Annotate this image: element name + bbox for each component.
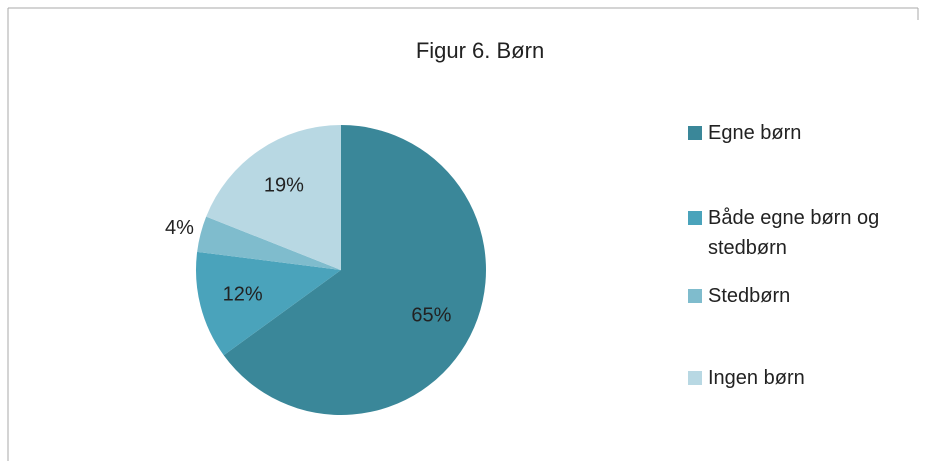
- legend-swatch: [688, 371, 702, 385]
- data-label: 65%: [411, 304, 451, 326]
- data-label: 19%: [264, 174, 304, 196]
- legend-item: Stedbørn: [688, 281, 913, 311]
- legend-label: Ingen børn: [708, 367, 805, 389]
- legend-label: Stedbørn: [708, 285, 791, 307]
- pie-slice: [197, 216, 341, 270]
- legend-swatch: [688, 211, 702, 225]
- data-label: 4%: [165, 217, 194, 239]
- pie-slice: [206, 124, 341, 270]
- data-label: 12%: [223, 284, 263, 306]
- legend-label: Både egne børn og stedbørn: [708, 207, 880, 259]
- legend-swatch: [688, 126, 702, 140]
- legend-swatch: [688, 289, 702, 303]
- legend-item: Egne børn: [688, 118, 913, 148]
- pie-slice: [223, 125, 486, 415]
- legend-item: Både egne børn og stedbørn: [688, 203, 913, 263]
- legend-item: Ingen børn: [688, 363, 913, 393]
- legend-label: Egne børn: [708, 122, 802, 144]
- pie-slice: [196, 251, 341, 356]
- chart-title: Figur 6. Børn: [416, 38, 544, 63]
